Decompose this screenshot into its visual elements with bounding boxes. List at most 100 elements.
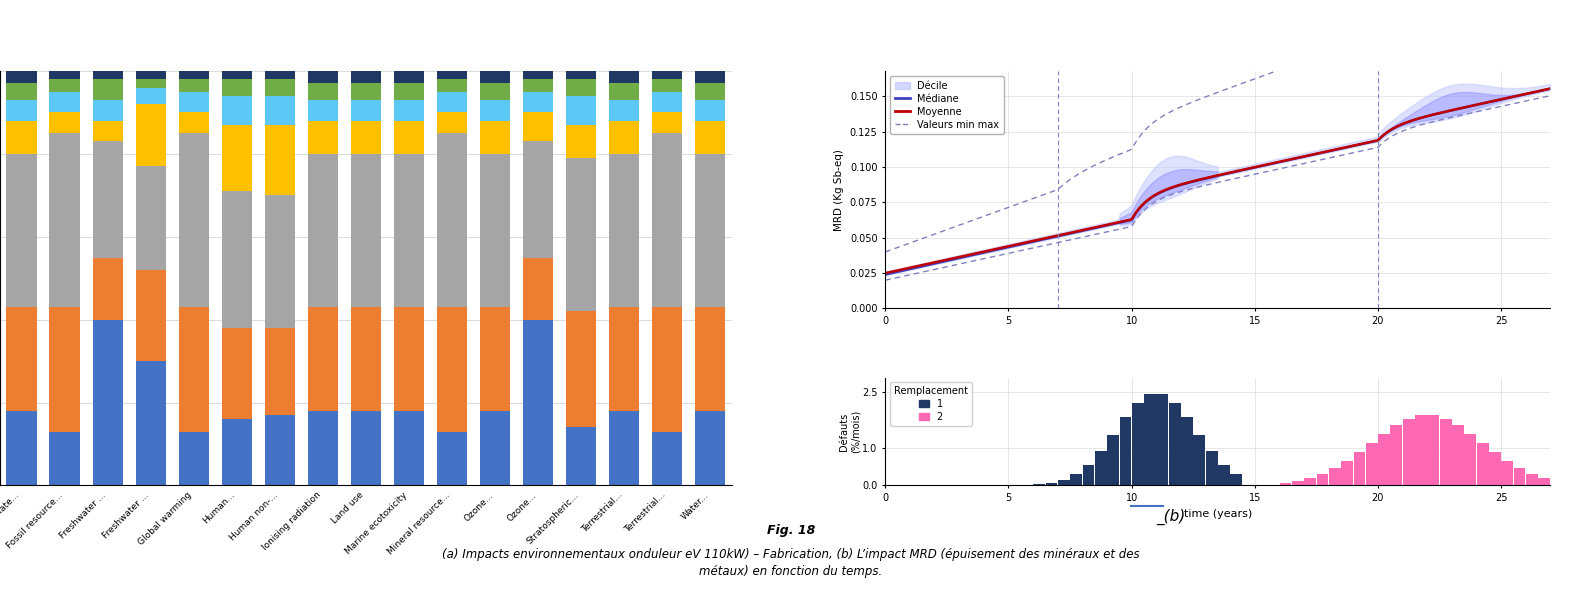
Bar <box>179 112 209 133</box>
Moyenne <box>1541 85 1560 92</box>
Bar <box>652 432 682 485</box>
Bar <box>264 125 294 195</box>
Bar <box>1465 433 1476 485</box>
Text: (a) Impacts environnementaux onduleur eV 110kW) – Fabrication, (b) L’impact MRD : (a) Impacts environnementaux onduleur eV… <box>443 548 1139 561</box>
Bar <box>351 411 381 485</box>
Valeurs min max <box>1236 79 1255 86</box>
Bar <box>1427 416 1440 485</box>
Bar <box>92 79 123 100</box>
Bar <box>1440 419 1452 485</box>
Bar <box>136 71 166 79</box>
Bar <box>1452 425 1463 485</box>
Bar <box>221 328 252 419</box>
Bar <box>1144 394 1156 485</box>
Line: Médiane: Médiane <box>886 89 1550 275</box>
Moyenne <box>1421 112 1440 119</box>
Bar <box>1182 417 1193 485</box>
Bar <box>524 79 554 92</box>
Bar <box>524 258 554 320</box>
Bar <box>136 361 166 485</box>
Bar <box>394 154 424 307</box>
Bar <box>1082 465 1095 485</box>
Bar <box>1280 483 1291 485</box>
Bar <box>652 307 682 432</box>
Bar <box>1403 419 1414 485</box>
Bar <box>6 71 36 83</box>
Bar <box>1193 435 1205 485</box>
Bar <box>49 112 79 133</box>
Bar <box>394 121 424 154</box>
Text: Fig. 18: Fig. 18 <box>767 524 815 537</box>
Bar <box>1156 394 1168 485</box>
Médiane <box>1541 85 1560 92</box>
Bar <box>652 79 682 92</box>
Bar <box>566 79 596 96</box>
Bar <box>524 71 554 79</box>
Bar <box>136 79 166 88</box>
Bar <box>92 141 123 258</box>
Bar <box>1550 480 1563 485</box>
Bar <box>179 79 209 92</box>
Bar <box>179 133 209 307</box>
Bar <box>1365 443 1378 485</box>
Bar <box>308 83 339 100</box>
Bar <box>1292 481 1304 485</box>
Bar <box>1378 433 1391 485</box>
Bar <box>49 307 79 432</box>
Bar <box>1391 425 1402 485</box>
Bar <box>479 121 509 154</box>
Médiane <box>1272 158 1291 165</box>
Bar <box>221 191 252 328</box>
Bar <box>394 100 424 121</box>
Bar <box>652 133 682 307</box>
Bar <box>6 83 36 100</box>
Bar <box>609 71 639 83</box>
Bar <box>1205 451 1218 485</box>
Médiane <box>1525 89 1544 96</box>
Bar <box>264 328 294 415</box>
Bar <box>49 432 79 485</box>
Bar <box>1354 452 1365 485</box>
Bar <box>1329 468 1340 485</box>
Bar <box>264 415 294 485</box>
Bar <box>609 83 639 100</box>
Moyenne <box>1525 88 1544 95</box>
X-axis label: time (years): time (years) <box>1183 509 1251 519</box>
Bar <box>609 307 639 411</box>
Bar <box>1476 443 1489 485</box>
Bar <box>136 104 166 166</box>
Bar <box>609 411 639 485</box>
Bar <box>351 83 381 100</box>
Bar <box>437 307 467 432</box>
Bar <box>1489 452 1501 485</box>
Bar <box>92 258 123 320</box>
Bar <box>609 154 639 307</box>
Bar <box>437 112 467 133</box>
Médiane <box>1191 176 1210 183</box>
Bar <box>394 83 424 100</box>
Bar <box>437 79 467 92</box>
Bar <box>394 411 424 485</box>
Bar <box>1416 416 1427 485</box>
Valeurs min max <box>876 249 895 256</box>
Bar <box>394 307 424 411</box>
Bar <box>437 92 467 112</box>
Bar <box>49 79 79 92</box>
Médiane <box>876 271 895 278</box>
Bar <box>437 71 467 79</box>
Bar <box>1342 461 1353 485</box>
Bar <box>92 121 123 141</box>
Bar <box>1095 451 1107 485</box>
Bar <box>1120 417 1131 485</box>
Bar <box>221 125 252 191</box>
Bar <box>92 71 123 79</box>
Bar <box>1304 478 1316 485</box>
Bar <box>351 154 381 307</box>
Bar <box>694 154 725 307</box>
Bar <box>609 121 639 154</box>
Bar <box>264 71 294 79</box>
Bar <box>652 92 682 112</box>
Bar <box>1058 480 1069 485</box>
Y-axis label: Défauts
(%/mois): Défauts (%/mois) <box>838 410 861 453</box>
Text: _(b): _(b) <box>1156 509 1185 525</box>
